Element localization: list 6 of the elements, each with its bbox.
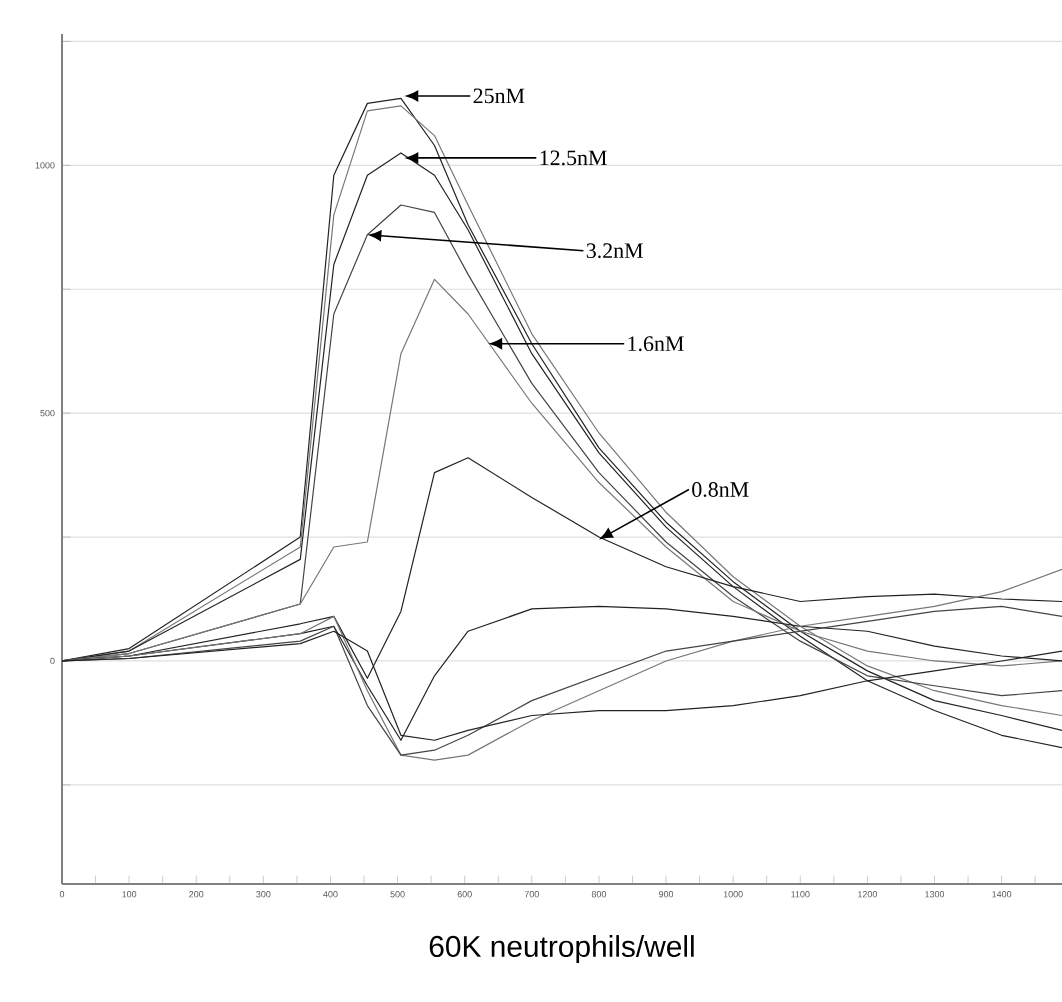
- annotation: 1.6nM: [628, 336, 684, 352]
- annotation: 3.2nM: [586, 243, 643, 259]
- x-axis-title: 60K neutrophils/well: [429, 935, 694, 963]
- annotation: 25nM: [473, 88, 525, 104]
- annotation: 0.8nM: [692, 482, 749, 497]
- annotation: 12.5nM: [540, 150, 607, 166]
